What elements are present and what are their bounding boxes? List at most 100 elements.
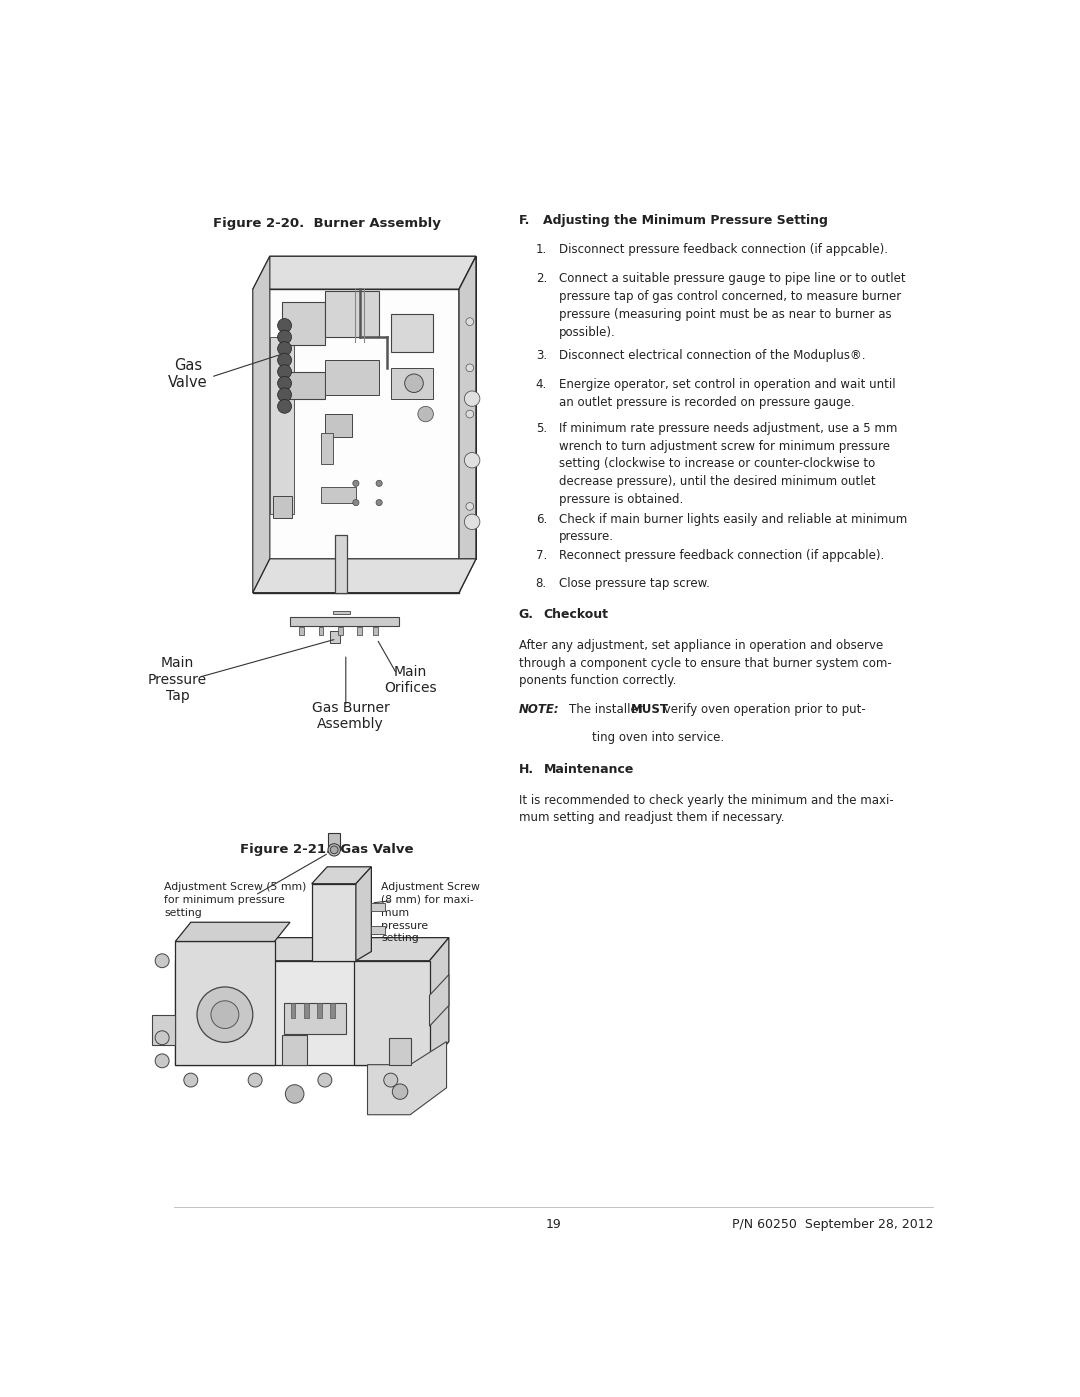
Polygon shape [430, 975, 449, 1027]
Text: Connect a suitable pressure gauge to pipe line or to outlet
pressure tap of gas : Connect a suitable pressure gauge to pip… [559, 272, 905, 338]
Text: The installer: The installer [569, 703, 647, 715]
Text: Close pressure tap screw.: Close pressure tap screw. [559, 577, 710, 591]
Circle shape [285, 1084, 303, 1104]
Bar [333, 610, 350, 615]
Text: Adjusting the Minimum Pressure Setting: Adjusting the Minimum Pressure Setting [543, 214, 828, 226]
Text: Main
Pressure
Tap: Main Pressure Tap [148, 657, 207, 703]
Circle shape [330, 847, 338, 854]
Text: Disconnect pressure feedback connection (if appcable).: Disconnect pressure feedback connection … [559, 243, 888, 256]
Text: Checkout: Checkout [543, 608, 608, 622]
Circle shape [465, 457, 474, 464]
Text: Adjustment Screw
(8 mm) for maxi-
mum
pressure
setting: Adjustment Screw (8 mm) for maxi- mum pr… [381, 882, 481, 943]
Circle shape [278, 376, 292, 390]
Text: Adjustment Screw (5 mm)
for minimum pressure
setting: Adjustment Screw (5 mm) for minimum pres… [164, 882, 307, 918]
Circle shape [278, 342, 292, 355]
Text: Disconnect electrical connection of the Moduplus®.: Disconnect electrical connection of the … [559, 349, 865, 362]
Polygon shape [152, 1014, 175, 1045]
Text: After any adjustment, set appliance in operation and observe
through a component: After any adjustment, set appliance in o… [518, 638, 891, 687]
Polygon shape [356, 866, 372, 961]
Bar [273, 496, 293, 518]
Circle shape [156, 954, 170, 968]
Polygon shape [253, 289, 459, 592]
Text: P/N 60250  September 28, 2012: P/N 60250 September 28, 2012 [732, 1218, 933, 1231]
Bar [282, 1035, 307, 1065]
Polygon shape [175, 942, 274, 1065]
Circle shape [278, 330, 292, 344]
Circle shape [392, 1084, 408, 1099]
Circle shape [278, 400, 292, 414]
Polygon shape [312, 866, 372, 884]
Text: 2.: 2. [536, 272, 546, 285]
Circle shape [376, 481, 382, 486]
Text: It is recommended to check yearly the minimum and the maxi-
mum setting and read: It is recommended to check yearly the mi… [518, 793, 893, 824]
Circle shape [464, 514, 480, 529]
Bar [335, 535, 348, 592]
Text: 5.: 5. [536, 422, 546, 434]
Circle shape [278, 353, 292, 367]
Text: 8.: 8. [536, 577, 546, 591]
Text: 1.: 1. [536, 243, 546, 256]
Circle shape [405, 374, 423, 393]
Text: If minimum rate pressure needs adjustment, use a 5 mm
wrench to turn adjustment : If minimum rate pressure needs adjustmen… [559, 422, 897, 506]
Polygon shape [175, 937, 449, 961]
Polygon shape [175, 961, 430, 1065]
Bar [299, 627, 303, 636]
Text: ting oven into service.: ting oven into service. [592, 731, 725, 743]
Bar [321, 433, 333, 464]
Bar [303, 1003, 309, 1018]
Polygon shape [430, 937, 449, 1065]
Circle shape [353, 500, 359, 506]
Circle shape [465, 411, 474, 418]
Text: Gas
Valve: Gas Valve [167, 358, 207, 390]
Polygon shape [253, 256, 476, 289]
Bar [325, 291, 379, 337]
Circle shape [156, 1053, 170, 1067]
Circle shape [418, 407, 433, 422]
Circle shape [184, 1073, 198, 1087]
Circle shape [465, 317, 474, 326]
Polygon shape [367, 1042, 446, 1115]
Text: Main
Orifices: Main Orifices [383, 665, 436, 694]
Text: Check if main burner lights easily and reliable at minimum
pressure.: Check if main burner lights easily and r… [559, 513, 907, 543]
Bar [330, 631, 339, 643]
Bar [330, 1003, 335, 1018]
Circle shape [156, 1031, 170, 1045]
Bar [328, 833, 340, 849]
Circle shape [197, 986, 253, 1042]
Text: Energize operator, set control in operation and wait until
an outlet pressure is: Energize operator, set control in operat… [559, 377, 895, 409]
Text: 7.: 7. [536, 549, 546, 562]
Polygon shape [353, 961, 430, 1065]
Bar [338, 627, 342, 636]
Polygon shape [270, 337, 294, 514]
Polygon shape [312, 884, 356, 961]
Bar [319, 627, 323, 636]
Polygon shape [284, 1003, 346, 1034]
Circle shape [278, 388, 292, 402]
Circle shape [464, 453, 480, 468]
Circle shape [278, 365, 292, 379]
Bar [325, 414, 352, 437]
Circle shape [383, 1073, 397, 1087]
Polygon shape [253, 559, 476, 592]
Bar [325, 360, 379, 395]
Circle shape [318, 1073, 332, 1087]
Bar [372, 926, 386, 933]
Text: verify oven operation prior to put-: verify oven operation prior to put- [660, 703, 865, 715]
Text: H.: H. [518, 763, 534, 775]
Circle shape [278, 319, 292, 332]
Text: MUST: MUST [631, 703, 669, 715]
Circle shape [248, 1073, 262, 1087]
Text: Maintenance: Maintenance [543, 763, 634, 775]
Circle shape [353, 481, 359, 486]
Bar [389, 1038, 410, 1065]
Polygon shape [253, 256, 270, 592]
Text: 6.: 6. [536, 513, 546, 525]
Polygon shape [175, 922, 291, 942]
Circle shape [465, 503, 474, 510]
Polygon shape [459, 256, 476, 592]
Text: Figure 2-20.  Burner Assembly: Figure 2-20. Burner Assembly [213, 217, 441, 229]
Bar [391, 367, 433, 398]
Circle shape [211, 1000, 239, 1028]
Circle shape [464, 391, 480, 407]
Bar [391, 314, 433, 352]
